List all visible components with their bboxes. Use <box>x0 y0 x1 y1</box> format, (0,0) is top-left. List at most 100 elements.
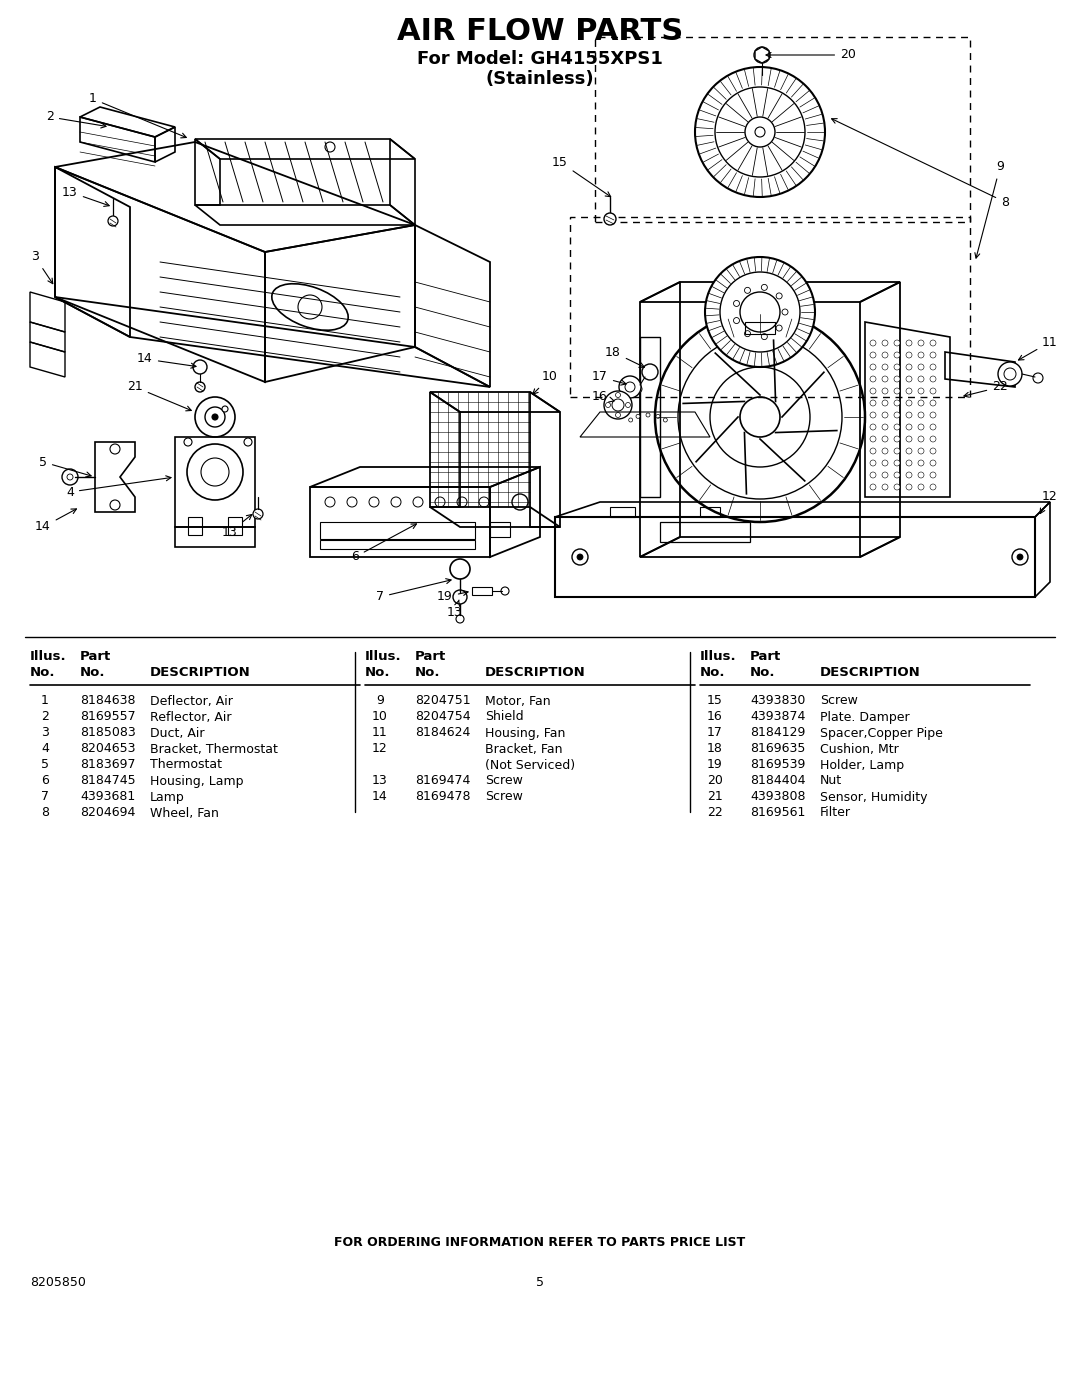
Text: 1: 1 <box>89 92 186 138</box>
Text: 14: 14 <box>373 789 388 802</box>
Text: 7: 7 <box>376 578 451 604</box>
Text: Filter: Filter <box>820 806 851 820</box>
Circle shape <box>604 391 632 419</box>
Circle shape <box>195 397 235 437</box>
Circle shape <box>870 460 876 467</box>
Circle shape <box>906 472 912 478</box>
Polygon shape <box>755 47 769 63</box>
Circle shape <box>870 483 876 490</box>
Circle shape <box>882 472 888 478</box>
Text: 20: 20 <box>707 774 723 788</box>
Circle shape <box>870 388 876 394</box>
Circle shape <box>906 483 912 490</box>
Text: 20: 20 <box>766 49 856 61</box>
Circle shape <box>930 376 936 381</box>
Circle shape <box>625 402 631 408</box>
Text: 5: 5 <box>39 455 91 476</box>
Text: 10: 10 <box>532 370 558 394</box>
Circle shape <box>918 352 924 358</box>
Text: 12: 12 <box>373 742 388 756</box>
Text: No.: No. <box>80 666 106 679</box>
Circle shape <box>62 469 78 485</box>
Circle shape <box>413 497 423 507</box>
Circle shape <box>450 559 470 578</box>
Text: Housing, Fan: Housing, Fan <box>485 726 565 739</box>
Text: No.: No. <box>365 666 391 679</box>
Text: Illus.: Illus. <box>700 651 737 664</box>
Text: 10: 10 <box>373 711 388 724</box>
Circle shape <box>715 87 805 177</box>
Circle shape <box>244 439 252 446</box>
Circle shape <box>906 352 912 358</box>
Circle shape <box>67 474 73 481</box>
Circle shape <box>894 352 900 358</box>
Circle shape <box>705 257 815 367</box>
Circle shape <box>882 376 888 381</box>
Circle shape <box>512 495 528 510</box>
Text: Illus.: Illus. <box>365 651 402 664</box>
Circle shape <box>870 425 876 430</box>
Circle shape <box>193 360 207 374</box>
Circle shape <box>205 407 225 427</box>
Text: DESCRIPTION: DESCRIPTION <box>820 666 921 679</box>
Circle shape <box>870 472 876 478</box>
Circle shape <box>782 309 788 314</box>
Text: 18: 18 <box>605 345 645 367</box>
Text: 12: 12 <box>1040 490 1058 514</box>
Circle shape <box>222 407 228 412</box>
Text: Shield: Shield <box>485 711 524 724</box>
Circle shape <box>501 587 509 595</box>
Circle shape <box>744 331 751 337</box>
Circle shape <box>918 425 924 430</box>
Text: 19: 19 <box>437 591 468 604</box>
Text: 8184638: 8184638 <box>80 694 135 707</box>
Text: No.: No. <box>415 666 441 679</box>
Text: 4393830: 4393830 <box>750 694 806 707</box>
Circle shape <box>696 67 825 197</box>
Text: 21: 21 <box>127 380 191 411</box>
Circle shape <box>870 352 876 358</box>
Text: 14: 14 <box>137 352 197 369</box>
Circle shape <box>882 483 888 490</box>
Text: 4: 4 <box>66 476 171 499</box>
Circle shape <box>733 317 740 324</box>
Circle shape <box>930 339 936 346</box>
Text: Part: Part <box>80 651 111 664</box>
Circle shape <box>906 339 912 346</box>
Circle shape <box>930 388 936 394</box>
Circle shape <box>894 436 900 441</box>
Circle shape <box>870 400 876 407</box>
Text: Lamp: Lamp <box>150 791 185 803</box>
Circle shape <box>744 288 751 293</box>
Text: Deflector, Air: Deflector, Air <box>150 694 233 707</box>
Text: 16: 16 <box>707 711 723 724</box>
Circle shape <box>195 381 205 393</box>
Circle shape <box>619 376 642 398</box>
Text: 8185083: 8185083 <box>80 726 136 739</box>
Circle shape <box>298 295 322 319</box>
Circle shape <box>918 400 924 407</box>
Circle shape <box>906 400 912 407</box>
Circle shape <box>616 393 621 398</box>
Circle shape <box>625 381 635 393</box>
Text: 8: 8 <box>832 119 1009 208</box>
Text: 8169635: 8169635 <box>750 742 806 756</box>
Text: 11: 11 <box>1018 335 1058 360</box>
Text: Illus.: Illus. <box>30 651 67 664</box>
Text: 8184404: 8184404 <box>750 774 806 788</box>
Circle shape <box>184 439 192 446</box>
Circle shape <box>325 142 335 152</box>
Text: 8184745: 8184745 <box>80 774 136 788</box>
Circle shape <box>882 388 888 394</box>
Text: 19: 19 <box>707 759 723 771</box>
Circle shape <box>761 334 768 339</box>
Text: No.: No. <box>750 666 775 679</box>
Circle shape <box>870 376 876 381</box>
Circle shape <box>894 388 900 394</box>
Circle shape <box>930 436 936 441</box>
Circle shape <box>1032 373 1043 383</box>
Circle shape <box>870 448 876 454</box>
Text: 8204751: 8204751 <box>415 694 471 707</box>
Circle shape <box>930 483 936 490</box>
Text: Nut: Nut <box>820 774 842 788</box>
